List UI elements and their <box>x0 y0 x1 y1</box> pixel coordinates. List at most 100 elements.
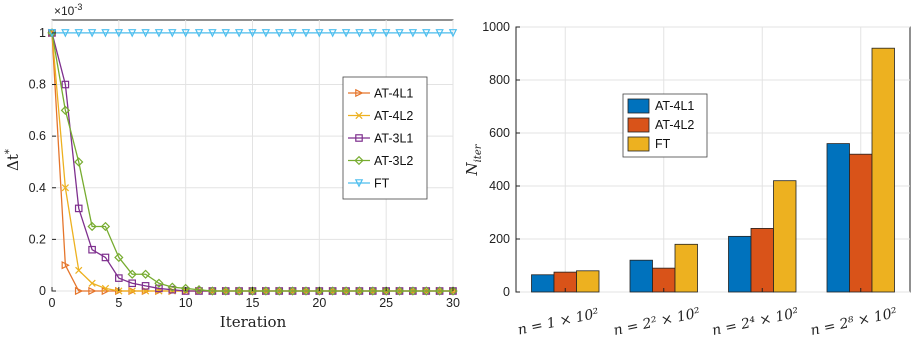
left-legend: AT-4L1 AT-4L2 AT-3L1 AT-3L2 FT <box>342 76 428 200</box>
data-point <box>368 286 378 296</box>
data-point <box>100 221 111 232</box>
bar-at-4l2 <box>750 227 774 293</box>
data-point <box>247 286 258 296</box>
data-point <box>314 286 324 296</box>
series-ft <box>47 29 458 38</box>
data-point <box>154 29 164 38</box>
data-point <box>61 261 70 270</box>
right-y-tick-label: 1000 <box>482 20 510 34</box>
legend-marker-ft <box>354 179 364 188</box>
bar-at-4l2 <box>849 153 873 293</box>
data-point <box>127 269 137 279</box>
data-point <box>74 29 83 38</box>
legend-marker-at-3l1 <box>355 134 363 142</box>
legend-label-at-4l1: AT-4L1 <box>374 87 413 101</box>
data-point <box>221 286 231 296</box>
data-point <box>128 29 137 38</box>
left-y-tick-label: 0.2 <box>29 232 46 246</box>
left-y-axis-label: Δt* <box>4 149 22 171</box>
data-point <box>61 29 70 38</box>
data-point <box>181 283 191 294</box>
data-point <box>408 29 418 38</box>
left-ticks: 0 5 10 15 20 25 30 0 0.2 0.4 0.6 0.8 1 <box>29 26 460 310</box>
legend-label-at-3l1: AT-3L1 <box>374 132 413 146</box>
data-point <box>61 80 70 89</box>
left-y-tick-label: 1 <box>39 26 46 40</box>
data-point <box>101 253 110 262</box>
right-y-tick-label: 800 <box>489 73 510 87</box>
data-point <box>207 286 218 296</box>
data-point <box>395 29 404 38</box>
data-point <box>381 286 391 296</box>
right-bars-group <box>531 47 895 293</box>
legend-label-at-3l2: AT-3L2 <box>374 154 413 168</box>
data-point <box>261 286 271 296</box>
data-point <box>448 286 458 296</box>
data-point <box>208 29 217 38</box>
right-y-tick-label: 0 <box>503 285 510 299</box>
data-point <box>394 286 405 296</box>
data-point <box>194 285 204 295</box>
legend-label-at-4l2: AT-4L2 <box>374 109 413 123</box>
bar-ft <box>871 47 895 293</box>
bar-at-4l1 <box>826 143 850 293</box>
data-point <box>341 286 351 296</box>
left-x-tick-label: 15 <box>246 296 260 310</box>
right-y-tick-label: 400 <box>489 179 510 193</box>
legend-swatch-ft <box>627 136 650 152</box>
legend-label-ft: FT <box>374 177 390 191</box>
legend-marker-at-4l1 <box>355 88 364 98</box>
data-point <box>115 274 123 282</box>
data-point <box>74 286 84 296</box>
data-point <box>301 286 311 296</box>
data-point <box>61 184 69 192</box>
legend-swatch-at-4l1 <box>627 98 650 114</box>
bar-at-4l1 <box>531 274 555 293</box>
legend-label-at-4l2: AT-4L2 <box>655 118 694 132</box>
bar-ft <box>576 270 600 293</box>
data-point <box>381 29 391 38</box>
bar-ft <box>674 243 698 293</box>
data-point <box>341 29 351 38</box>
data-point <box>194 29 204 38</box>
data-point <box>87 221 97 232</box>
niter-bar-chart: 0 200 400 600 800 1000 n = 1 × 10² n = 2² × 10… <box>463 20 911 339</box>
data-point <box>114 252 124 263</box>
data-point <box>287 286 298 296</box>
right-y-tick-label: 200 <box>489 232 510 246</box>
right-y-tick-label: 600 <box>489 126 510 140</box>
data-point <box>141 282 150 290</box>
category-label: n = 2⁴ × 10² <box>711 305 801 339</box>
data-point <box>275 29 284 38</box>
bar-at-4l1 <box>629 259 653 293</box>
data-point <box>248 29 257 38</box>
left-x-axis-label: Iteration <box>220 313 287 331</box>
category-label: n = 2² × 10² <box>612 305 702 339</box>
left-x-tick-label: 10 <box>179 296 193 310</box>
data-point <box>140 269 151 279</box>
left-x-tick-label: 0 <box>49 296 56 310</box>
data-point <box>448 29 458 38</box>
data-point <box>154 278 164 288</box>
data-point <box>75 266 83 274</box>
data-point <box>88 286 97 296</box>
legend-label-ft: FT <box>655 137 671 151</box>
data-point <box>60 105 71 115</box>
left-y-tick-label: 0 <box>39 284 46 298</box>
category-label: n = 1 × 10² <box>516 306 601 339</box>
data-point <box>234 286 244 296</box>
data-point <box>74 157 84 167</box>
data-point <box>101 284 110 293</box>
legend-swatch-at-4l2 <box>627 117 650 133</box>
right-legend: AT-4L1 AT-4L2 FT <box>622 93 708 158</box>
left-y-tick-label: 0.4 <box>29 181 46 195</box>
right-ticks: 0 200 400 600 800 1000 <box>482 20 862 299</box>
data-point <box>315 29 324 38</box>
data-point <box>435 29 444 38</box>
data-point <box>128 287 136 295</box>
data-point <box>261 29 271 38</box>
data-point <box>88 279 96 287</box>
left-y-tick-label: 0.6 <box>29 129 46 143</box>
left-y-tick-label: 0.8 <box>29 78 46 92</box>
